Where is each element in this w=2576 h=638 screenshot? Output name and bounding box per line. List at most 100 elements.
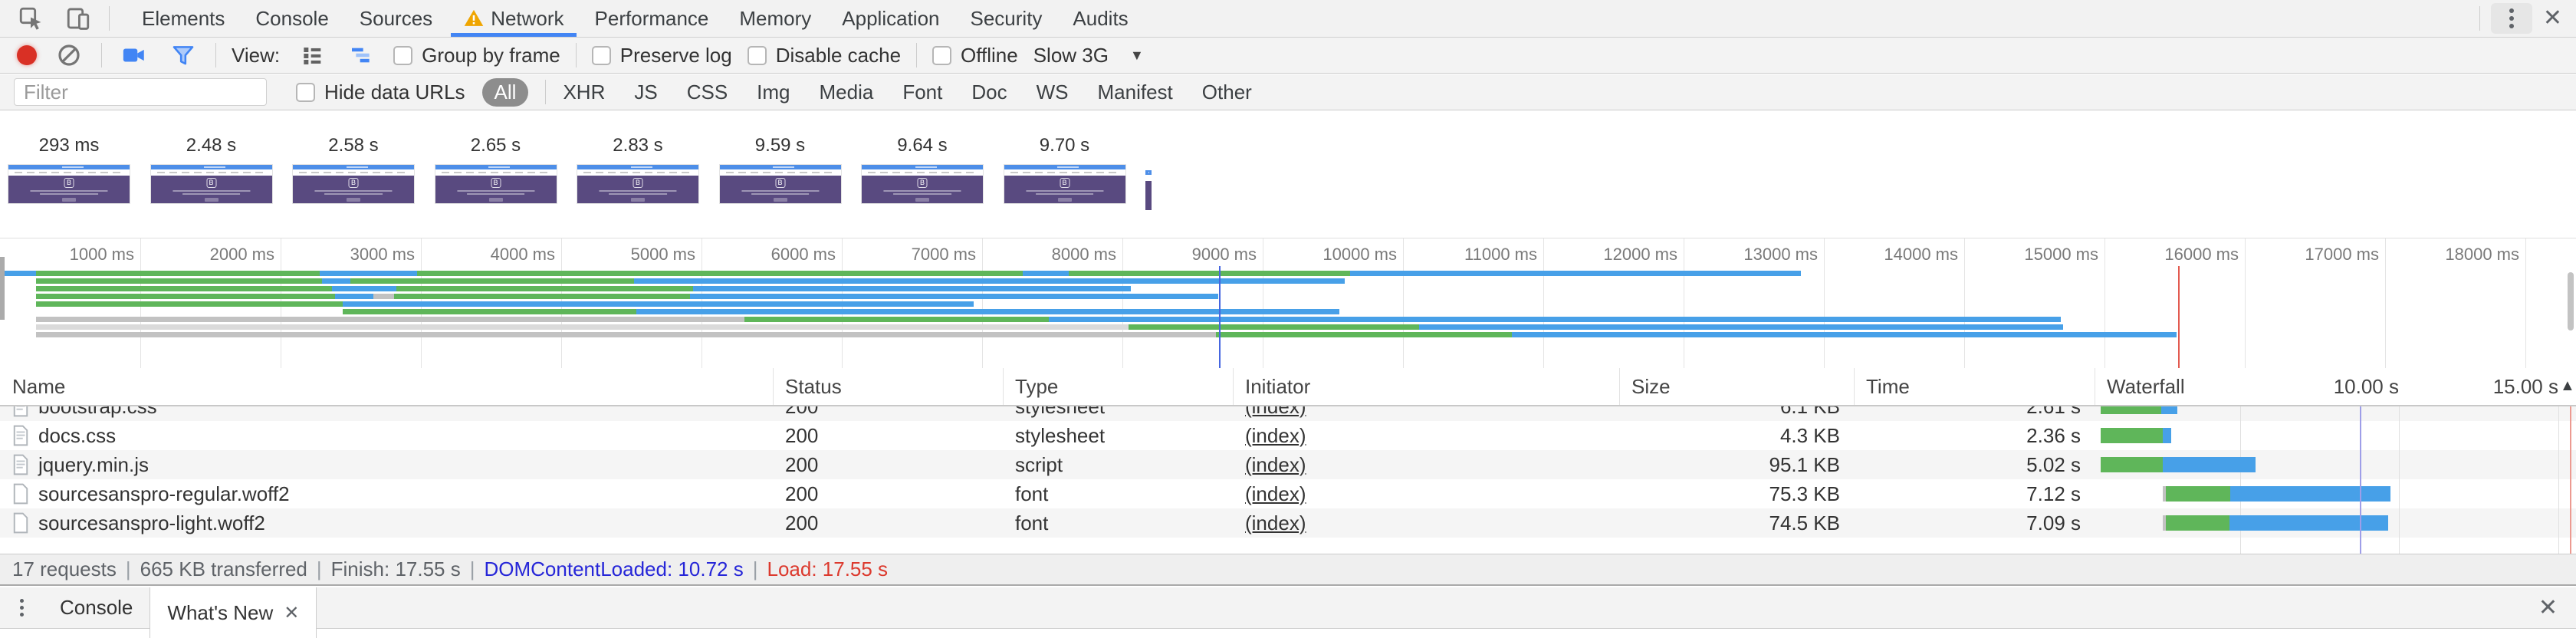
column-border — [1619, 368, 1620, 405]
overview-scrollbar-thumb[interactable] — [2568, 272, 2574, 331]
filmstrip-frame[interactable]: 9.59 s B — [718, 110, 842, 204]
cell-status: 200 — [785, 452, 819, 476]
filter-type-xhr[interactable]: XHR — [563, 80, 606, 104]
filter-input[interactable] — [14, 78, 267, 106]
filmstrip-frame[interactable]: 2.48 s B — [150, 110, 273, 204]
tab-application[interactable]: Application — [826, 0, 955, 37]
sort-ascending-icon[interactable]: ▲ — [2560, 377, 2575, 394]
tabbar-right: ✕ — [2479, 0, 2576, 37]
filter-type-ws[interactable]: WS — [1036, 80, 1069, 104]
disable-cache-checkbox[interactable] — [747, 45, 767, 65]
throttling-select[interactable]: Slow 3G ▼ — [1033, 44, 1144, 67]
initiator-link[interactable]: (index) — [1245, 482, 1306, 505]
filter-type-manifest[interactable]: Manifest — [1097, 80, 1173, 104]
device-toolbar-icon[interactable] — [61, 3, 95, 34]
drawer-tab-what-s-new[interactable]: What's New ✕ — [150, 587, 317, 638]
tab-close-icon[interactable]: ✕ — [284, 602, 300, 623]
overview-bar-segment — [334, 294, 374, 299]
filter-type-js[interactable]: JS — [634, 80, 658, 104]
thumb-topbar — [293, 165, 414, 169]
overview-bar-segment — [394, 294, 691, 299]
filter-funnel-icon[interactable] — [166, 40, 200, 71]
filmstrip-frame[interactable]: 2.65 s B — [434, 110, 557, 204]
thumb-hero: B — [293, 176, 414, 203]
drawer-tab-console[interactable]: Console — [43, 587, 150, 628]
tab-audits[interactable]: Audits — [1057, 0, 1143, 37]
drawer-menu-icon[interactable] — [0, 587, 43, 628]
frame-thumbnail: B — [434, 164, 557, 204]
devtools-menu-icon[interactable] — [2490, 3, 2532, 34]
tab-network[interactable]: Network — [448, 0, 579, 37]
inspect-element-icon[interactable] — [14, 3, 48, 34]
view-list-icon[interactable] — [295, 40, 329, 71]
initiator-link[interactable]: (index) — [1245, 511, 1306, 534]
filter-type-img[interactable]: Img — [757, 80, 790, 104]
table-row[interactable]: docs.css 200 stylesheet (index) 4.3 KB 2.36 s — [0, 421, 2576, 450]
table-row[interactable]: sourcesanspro-regular.woff2 200 font (index… — [0, 479, 2576, 508]
tab-label: Security — [970, 6, 1043, 30]
clear-icon[interactable] — [52, 40, 86, 71]
column-header-time[interactable]: Time — [1866, 374, 1910, 398]
column-header-type[interactable]: Type — [1015, 374, 1059, 398]
cell-status: 200 — [785, 423, 819, 447]
filmstrip-frame[interactable]: 293 ms B — [8, 110, 130, 204]
timeline-overview[interactable]: 1000 ms 2000 ms 3000 ms 4000 ms 5000 ms 6000 … — [0, 238, 2576, 369]
frame-thumbnail: B — [577, 164, 699, 204]
filter-type-doc[interactable]: Doc — [971, 80, 1007, 104]
hide-data-urls-checkbox[interactable] — [296, 82, 315, 102]
tab-console[interactable]: Console — [240, 0, 343, 37]
offline-checkbox[interactable] — [932, 45, 952, 65]
tab-security[interactable]: Security — [955, 0, 1058, 37]
filmstrip-frame[interactable]: 9.70 s B — [1003, 110, 1126, 204]
group-by-frame-checkbox[interactable] — [393, 45, 413, 65]
overview-left-handle[interactable] — [0, 257, 5, 320]
filter-type-media[interactable]: Media — [819, 80, 874, 104]
column-header-name[interactable]: Name — [12, 374, 66, 398]
cell-time: 7.12 s — [2026, 482, 2081, 505]
column-border — [1233, 368, 1234, 405]
disable-cache-label: Disable cache — [775, 43, 902, 67]
initiator-link[interactable]: (index) — [1245, 452, 1306, 476]
devtools-close-icon[interactable]: ✕ — [2542, 5, 2562, 31]
filmstrip-frame[interactable]: 2.83 s B — [577, 110, 699, 204]
initiator-link[interactable]: (index) — [1245, 406, 1306, 419]
preserve-log-checkbox[interactable] — [591, 45, 611, 65]
overview-bar-segment — [1349, 271, 1801, 276]
filmstrip-frame[interactable]: 9.64 s B — [861, 110, 984, 204]
tab-performance[interactable]: Performance — [580, 0, 724, 37]
initiator-link[interactable]: (index) — [1245, 423, 1306, 447]
tab-memory[interactable]: Memory — [724, 0, 826, 37]
table-row[interactable]: sourcesanspro-light.woff2 200 font (index) 7… — [0, 508, 2576, 538]
thumb-navbar — [862, 169, 983, 176]
column-header-size[interactable]: Size — [1631, 374, 1671, 398]
toolbar-divider4 — [916, 43, 918, 67]
view-waterfall-icon[interactable] — [344, 40, 378, 71]
table-row[interactable]: jquery.min.js 200 script (index) 95.1 KB 5.02… — [0, 450, 2576, 479]
thumb-button — [488, 198, 503, 202]
cell-size: 74.5 KB — [1769, 511, 1840, 534]
overview-bar-segment — [1215, 332, 1513, 337]
thumb-text-line — [599, 190, 677, 192]
column-header-status[interactable]: Status — [785, 374, 842, 398]
waterfall-bar-segment — [2101, 406, 2162, 414]
overview-tick-label: 6000 ms — [770, 245, 836, 264]
tab-sources[interactable]: Sources — [344, 0, 448, 37]
overview-tick-label: 10000 ms — [1322, 245, 1397, 264]
cell-name: docs.css — [0, 421, 773, 450]
record-icon[interactable] — [17, 45, 37, 65]
column-header-waterfall[interactable]: Waterfall — [2107, 374, 2185, 398]
drawer-close-icon[interactable]: ✕ — [2538, 594, 2558, 620]
filter-type-all[interactable]: All — [481, 77, 529, 107]
tab-elements[interactable]: Elements — [127, 0, 240, 37]
filmstrip-frame[interactable]: 2.58 s B — [292, 110, 415, 204]
column-header-initiator[interactable]: Initiator — [1245, 374, 1311, 398]
filter-type-other[interactable]: Other — [1201, 80, 1252, 104]
thumb-button — [915, 198, 929, 202]
filter-type-font[interactable]: Font — [902, 80, 943, 104]
thumb-navbar — [150, 169, 272, 176]
toolbar-divider — [101, 43, 102, 67]
filter-type-css[interactable]: CSS — [686, 80, 728, 104]
filmstrip-camera-icon[interactable] — [117, 40, 151, 71]
overview-bar-segment — [322, 278, 350, 284]
